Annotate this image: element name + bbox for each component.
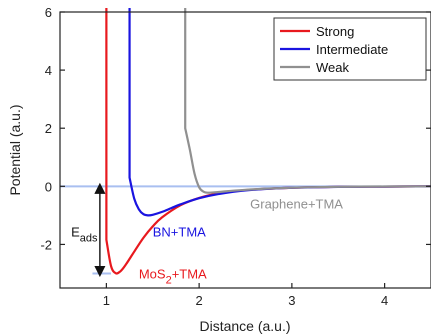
y-tick-label: 0 [45, 179, 52, 194]
y-tick-label: 4 [45, 63, 52, 78]
annotation-2: Graphene+TMA [250, 197, 343, 212]
x-axis-label: Distance (a.u.) [199, 318, 290, 334]
y-tick-label: -2 [40, 237, 52, 252]
legend-label-strong: Strong [316, 24, 354, 39]
x-tick-label: 2 [196, 293, 203, 308]
x-tick-label: 4 [381, 293, 388, 308]
y-tick-label: 2 [45, 121, 52, 136]
y-tick-label: 6 [45, 5, 52, 20]
x-tick-label: 3 [288, 293, 295, 308]
annotation-0: MoS2+TMA [139, 266, 207, 286]
axes-frame [59, 11, 431, 289]
series-line-weak [184, 8, 431, 194]
annotation-1: BN+TMA [153, 224, 206, 239]
legend-label-weak: Weak [316, 60, 349, 75]
y-axis-label: Potential (a.u.) [7, 104, 23, 195]
legend-label-intermediate: Intermediate [316, 42, 388, 57]
x-tick-label: 1 [103, 293, 110, 308]
